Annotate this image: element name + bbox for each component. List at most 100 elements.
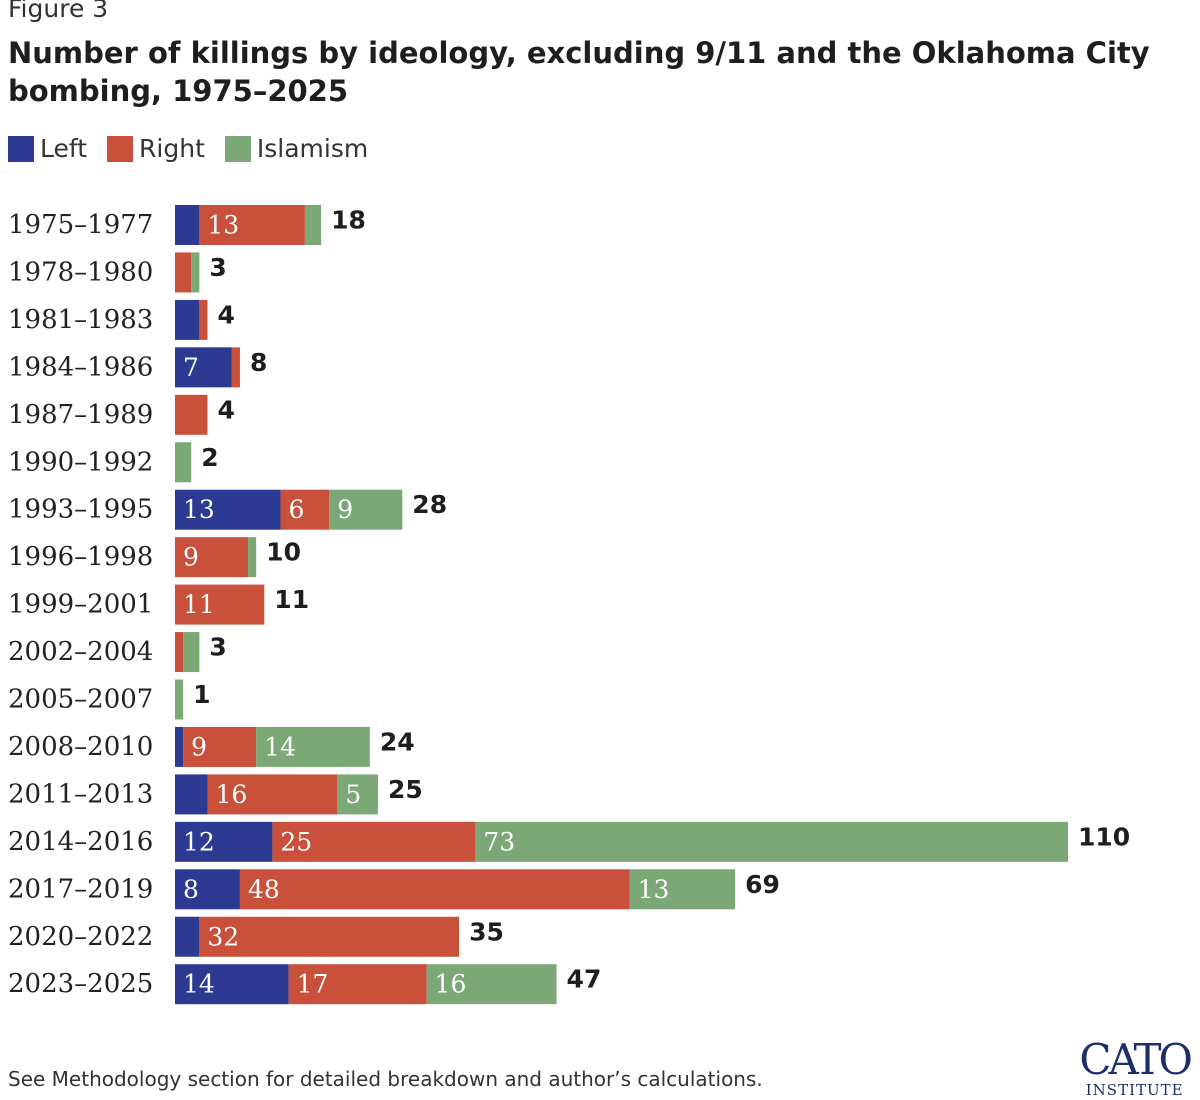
segment-value-label: 17 xyxy=(297,970,329,999)
total-value-label: 3 xyxy=(209,253,226,282)
bar-segment-left xyxy=(175,299,200,340)
segment-value-label: 48 xyxy=(248,875,280,904)
bar-segment-left xyxy=(175,774,208,815)
bar-segment-right xyxy=(199,299,208,340)
bar-segment-right xyxy=(175,252,192,293)
total-value-label: 35 xyxy=(469,917,504,946)
bar-segment-right xyxy=(207,774,338,815)
segment-value-label: 13 xyxy=(638,875,670,904)
bar-segment-islamism xyxy=(426,964,557,1005)
segment-value-label: 9 xyxy=(337,495,353,524)
category-label: 1981–1983 xyxy=(8,305,153,335)
bar-segment-left xyxy=(175,964,289,1005)
bar-segment-islamism xyxy=(329,489,403,530)
bar-segment-left xyxy=(175,347,232,388)
bar-segment-right xyxy=(175,394,208,435)
category-label: 2008–2010 xyxy=(8,732,153,762)
figure-label: Figure 3 xyxy=(8,0,109,23)
bar-segment-islamism xyxy=(183,632,200,673)
bar-segment-islamism xyxy=(175,442,192,483)
category-label: 2023–2025 xyxy=(8,969,153,999)
bar-segment-right xyxy=(231,347,240,388)
segment-value-label: 12 xyxy=(183,827,215,856)
category-label: 1999–2001 xyxy=(8,590,153,620)
total-value-label: 4 xyxy=(217,395,234,424)
bar-segment-right xyxy=(199,205,305,245)
segment-value-label: 14 xyxy=(264,732,296,761)
segment-value-label: 7 xyxy=(183,353,199,382)
bar-segment-right xyxy=(199,916,460,957)
category-label: 1990–1992 xyxy=(8,447,153,477)
legend-label-right: Right xyxy=(139,134,205,163)
segment-value-label: 14 xyxy=(183,970,215,999)
bar-segment-islamism xyxy=(191,252,200,293)
bar-segment-left xyxy=(175,205,200,245)
legend-item-left: Left xyxy=(8,134,87,163)
legend-swatch-right xyxy=(107,135,134,162)
bar-segment-islamism xyxy=(337,774,378,815)
total-value-label: 4 xyxy=(217,300,234,329)
category-label: 2005–2007 xyxy=(8,685,153,715)
bar-segment-islamism xyxy=(248,537,257,578)
total-value-label: 18 xyxy=(331,206,366,235)
bar-segment-left xyxy=(175,916,200,957)
legend-label-left: Left xyxy=(40,134,88,163)
segment-value-label: 25 xyxy=(280,827,312,856)
bar-segment-islamism xyxy=(256,726,370,767)
category-label: 2011–2013 xyxy=(8,779,153,809)
bar-segment-right xyxy=(239,869,630,910)
total-value-label: 8 xyxy=(250,348,267,377)
chart-title: Number of killings by ideology, excludin… xyxy=(8,36,1150,108)
segment-value-label: 6 xyxy=(289,495,305,524)
bar-segment-left xyxy=(175,489,281,530)
bar-segment-islamism xyxy=(629,869,736,910)
category-label: 2014–2016 xyxy=(8,827,153,857)
segment-value-label: 13 xyxy=(207,211,239,240)
total-value-label: 25 xyxy=(388,775,423,804)
bar-segment-right xyxy=(175,632,184,673)
total-value-label: 28 xyxy=(412,490,447,519)
segment-value-label: 32 xyxy=(207,922,239,951)
category-label: 1987–1989 xyxy=(8,400,153,430)
category-label: 1975–1977 xyxy=(8,210,153,240)
segment-value-label: 9 xyxy=(183,543,199,572)
category-label: 1993–1995 xyxy=(8,495,153,525)
legend: Left Right Islamism xyxy=(8,134,388,163)
bar-segment-right xyxy=(175,584,265,625)
legend-item-islamism: Islamism xyxy=(224,134,369,163)
total-value-label: 2 xyxy=(201,443,218,472)
bar-segment-left xyxy=(175,726,184,767)
legend-item-right: Right xyxy=(107,134,205,163)
total-value-label: 3 xyxy=(209,633,226,662)
bar-segment-right xyxy=(280,489,330,530)
bar-segment-right xyxy=(288,964,427,1005)
segment-value-label: 13 xyxy=(183,495,215,524)
legend-swatch-islamism xyxy=(224,135,251,162)
bar-segment-islamism xyxy=(475,821,1068,862)
total-value-label: 110 xyxy=(1078,822,1130,851)
legend-label-islamism: Islamism xyxy=(256,134,369,163)
total-value-label: 1 xyxy=(193,680,210,709)
bar-segment-right xyxy=(175,537,249,578)
bar-segment-islamism xyxy=(175,679,184,720)
segment-value-label: 16 xyxy=(435,970,467,999)
category-label: 1978–1980 xyxy=(8,257,153,287)
bar-segment-right xyxy=(272,821,476,862)
footnote: See Methodology section for detailed bre… xyxy=(8,1067,763,1091)
bar-segment-left xyxy=(175,869,240,910)
total-value-label: 11 xyxy=(274,585,309,614)
total-value-label: 47 xyxy=(567,965,602,994)
category-label: 2002–2004 xyxy=(8,637,153,667)
bar-segment-right xyxy=(183,726,257,767)
total-value-label: 10 xyxy=(266,538,301,567)
cato-institute-logo: CATO INSTITUTE xyxy=(1079,1038,1193,1099)
category-label: 2017–2019 xyxy=(8,874,153,904)
logo-subtitle: INSTITUTE xyxy=(1085,1081,1184,1099)
segment-value-label: 9 xyxy=(191,732,207,761)
segment-value-label: 8 xyxy=(183,875,199,904)
bar-segment-left xyxy=(175,821,273,862)
segment-value-label: 5 xyxy=(345,780,361,809)
total-value-label: 69 xyxy=(745,870,780,899)
total-value-label: 24 xyxy=(380,727,415,756)
